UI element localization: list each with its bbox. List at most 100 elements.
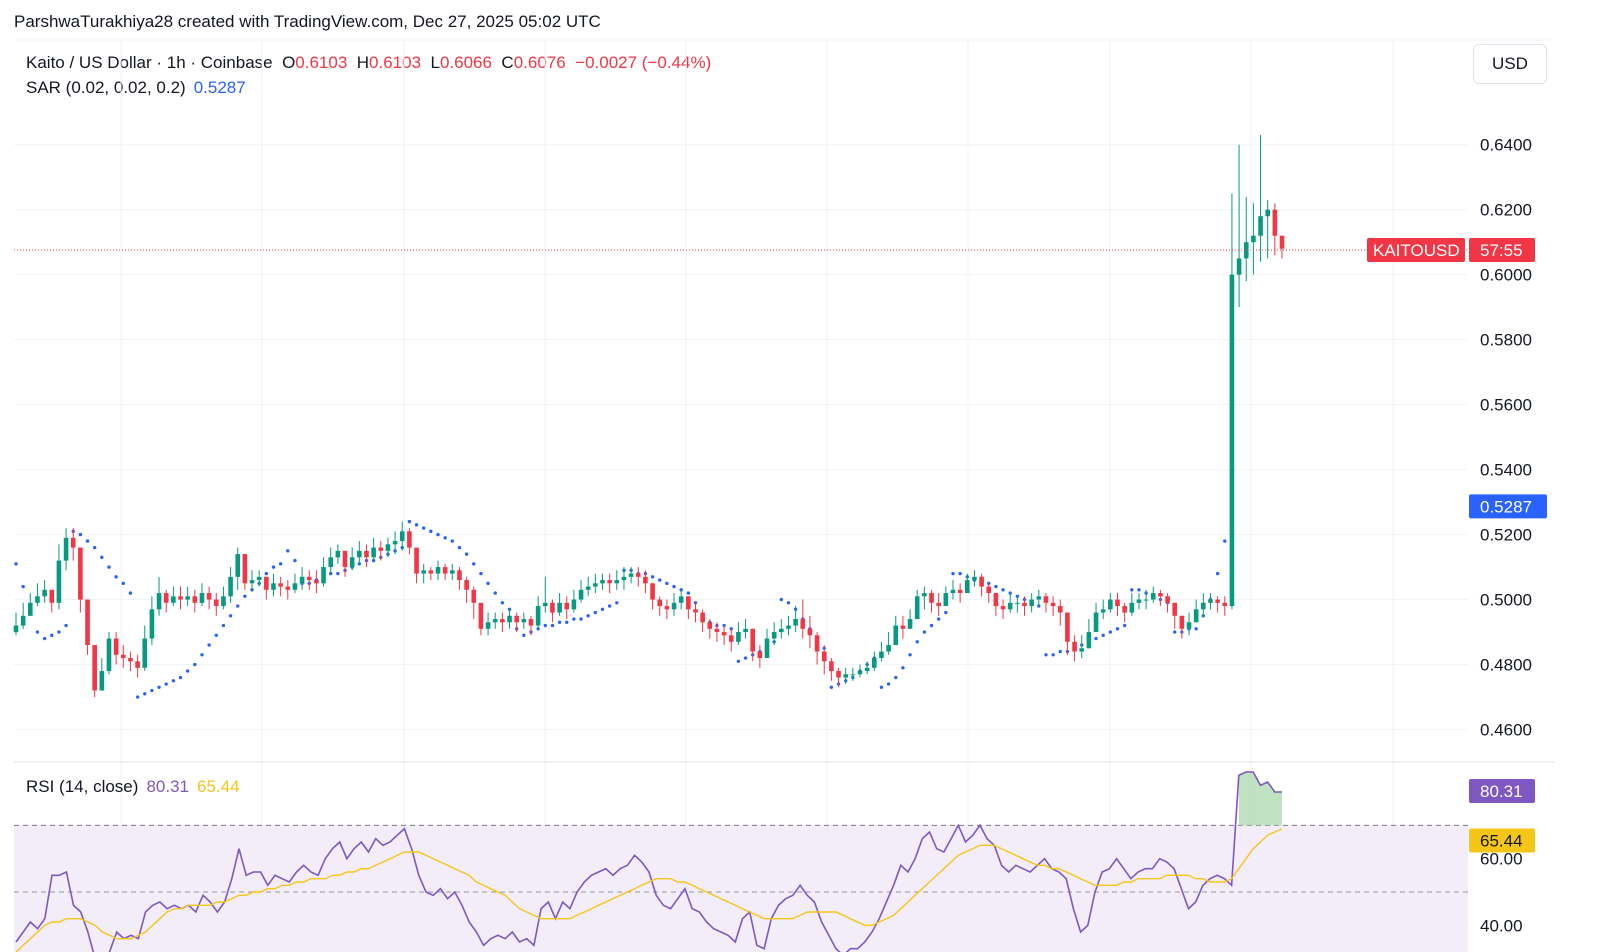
candle [678, 589, 684, 610]
candle [1272, 203, 1278, 256]
candle [550, 599, 555, 623]
candle-body [1172, 602, 1178, 616]
sar-dot [522, 633, 526, 637]
sar-dot [407, 519, 412, 524]
candle-body [256, 576, 262, 581]
candle [135, 654, 140, 678]
candle-body [450, 570, 455, 574]
sar-dot [164, 682, 168, 686]
candle [78, 547, 83, 613]
price-tick-label: 0.4800 [1480, 656, 1532, 675]
candle-body [864, 667, 870, 672]
candle [450, 563, 455, 581]
candle [306, 570, 312, 590]
open-value: 0.6103 [295, 53, 348, 72]
candle [757, 645, 763, 668]
candle [793, 606, 798, 633]
candle [1079, 635, 1085, 659]
rsi-badge [1469, 778, 1535, 803]
high-label: H [356, 53, 370, 72]
candle [1065, 612, 1070, 655]
candle-body [49, 589, 55, 603]
sar-dot [336, 571, 340, 576]
candle [836, 667, 841, 688]
candle-body [664, 606, 670, 610]
candle-body [500, 619, 505, 623]
sar-dot [486, 581, 490, 586]
candle-body [521, 619, 527, 623]
candle [1265, 199, 1270, 259]
sar-dot [35, 630, 40, 634]
candle [371, 537, 376, 561]
sar-dot [1137, 588, 1141, 592]
sar-badge [1469, 494, 1547, 519]
candle-body [1057, 606, 1063, 613]
candle [972, 570, 977, 587]
candle-body [414, 547, 419, 574]
candle-body [199, 593, 205, 603]
candle-body [764, 638, 770, 659]
candle [850, 667, 856, 681]
candle [728, 628, 734, 652]
candle-body [600, 580, 605, 584]
candle-body [1015, 602, 1020, 604]
sar-dot [1130, 588, 1134, 592]
sar-dot [429, 529, 433, 534]
price-tick-label: 0.5200 [1480, 526, 1532, 545]
candle [922, 586, 927, 610]
sar-dot [665, 581, 669, 586]
candle [271, 573, 276, 597]
candle [1022, 596, 1027, 616]
candle [521, 612, 527, 629]
candle-body [192, 596, 198, 603]
rsi-legend[interactable]: RSI (14, close) 80.31 65.44 [26, 777, 240, 797]
countdown-badge-text: 57:55 [1480, 241, 1523, 260]
candle [264, 576, 269, 600]
low-label: L [430, 53, 440, 72]
sar-dot [114, 575, 118, 579]
candle-body [1272, 209, 1278, 236]
candle-body [950, 589, 956, 594]
candle [1007, 593, 1013, 613]
candle-body [850, 674, 856, 676]
candle-body [56, 560, 62, 603]
rsi-badge-text: 80.31 [1480, 782, 1523, 801]
candle-body [914, 596, 920, 620]
rsi-ma-value: 65.44 [196, 777, 240, 796]
candle-body [242, 554, 248, 584]
candle [442, 563, 448, 581]
candle [385, 537, 391, 558]
sar-dot [929, 623, 934, 628]
candle [435, 560, 441, 581]
candle [507, 609, 512, 629]
candle-body [1150, 593, 1156, 600]
sar-dot [736, 659, 741, 663]
candle [979, 573, 984, 597]
close-value: 0.6076 [513, 53, 566, 72]
candle [1086, 619, 1092, 649]
candle-body [972, 576, 977, 581]
candle-body [893, 625, 899, 646]
symbol-title[interactable]: Kaito / US Dollar · 1h · Coinbase [26, 53, 273, 72]
candle-body [235, 554, 241, 577]
candle [1143, 589, 1149, 610]
candle-body [528, 619, 534, 626]
sar-dot [686, 591, 691, 595]
currency-button[interactable]: USD [1473, 44, 1547, 84]
candle-body [578, 589, 584, 600]
candle-body [750, 628, 756, 652]
candle [1072, 635, 1077, 662]
candle-body [643, 576, 648, 584]
candle-body [135, 661, 140, 668]
rsi-overbought-fill [1238, 772, 1282, 826]
sar-dot [178, 675, 183, 680]
candle [1029, 593, 1034, 613]
sar-dot [479, 571, 483, 576]
candle [1222, 596, 1228, 616]
candle [249, 570, 255, 590]
candle-body [779, 628, 784, 633]
candle [457, 567, 462, 590]
candle-body [936, 602, 941, 607]
sar-legend[interactable]: SAR (0.02, 0.02, 0.2) 0.5287 [26, 78, 246, 98]
